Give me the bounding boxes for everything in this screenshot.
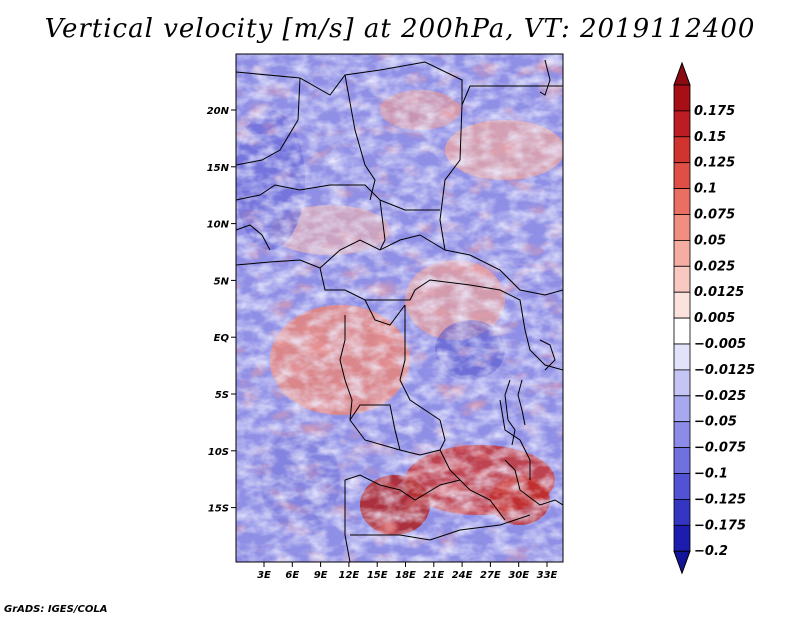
colorbar-swatch (673, 447, 691, 474)
colorbar-swatch (673, 214, 691, 241)
colorbar-label: 0.175 (694, 104, 735, 119)
lon-tick-label: 15E (367, 570, 388, 581)
colorbar-swatch (673, 498, 691, 526)
colorbar-swatch (673, 421, 691, 449)
colorbar-label: 0.075 (694, 208, 735, 223)
lat-tick-label: EQ (214, 333, 230, 344)
colorbar-label: 0.005 (694, 311, 735, 326)
colorbar-label: −0.2 (694, 544, 728, 559)
lon-tick-label: 9E (314, 570, 328, 581)
colorbar-label: −0.075 (694, 441, 746, 456)
lon-tick-label: 3E (257, 570, 271, 581)
lon-tick-label: 27E (480, 570, 501, 581)
lon-tick-label: 12E (339, 570, 360, 581)
country-borders (236, 59, 563, 562)
lat-tick-label: 15S (208, 504, 229, 515)
colorbar-label: 0.05 (694, 233, 726, 248)
colorbar-swatch (673, 84, 691, 112)
colorbar-swatch (673, 473, 691, 500)
colorbar-label: −0.0125 (694, 363, 755, 378)
lat-tick-label: 10N (207, 220, 230, 231)
colorbar-bottom-arrow (673, 550, 691, 575)
lat-tick-label: 20N (207, 106, 230, 117)
colorbar-label: 0.025 (694, 259, 735, 274)
lon-tick-label: 6E (285, 570, 299, 581)
latitude-axis: 20N 15N 10N 5N EQ 5S 10S 15S (207, 106, 236, 515)
colorbar-label: −0.05 (694, 415, 737, 430)
colorbar-swatch (673, 369, 691, 397)
colorbar-label: −0.175 (694, 518, 746, 533)
longitude-axis: 3E 6E 9E 12E 15E 18E 21E 24E 27E 30E 33E (257, 562, 558, 581)
velocity-field (236, 54, 563, 562)
colorbar-swatch (673, 524, 691, 552)
colorbar-top-arrow (673, 61, 691, 86)
colorbar-label: −0.1 (694, 467, 728, 482)
colorbar-swatch (673, 188, 691, 215)
colorbar-label: 0.1 (694, 182, 717, 197)
colorbar-label: 0.125 (694, 156, 735, 171)
lon-tick-label: 18E (395, 570, 416, 581)
footer-credit: GrADS: IGES/COLA (4, 604, 108, 615)
colorbar-swatch (673, 265, 691, 293)
colorbar-swatch (673, 239, 691, 267)
colorbar-swatch (673, 162, 691, 189)
colorbar-swatch (673, 291, 691, 319)
colorbar-label: −0.025 (694, 389, 746, 404)
map-title: Vertical velocity [m/s] at 200hPa, VT: 2… (44, 14, 756, 44)
lat-tick-label: 5N (214, 276, 230, 287)
lon-tick-label: 30E (508, 570, 529, 581)
lat-tick-label: 15N (207, 163, 230, 174)
colorbar-swatch (673, 317, 691, 345)
lon-tick-label: 24E (452, 570, 473, 581)
lat-tick-label: 10S (208, 447, 229, 458)
colorbar-label: −0.005 (694, 337, 746, 352)
map-frame (235, 53, 564, 563)
colorbar-swatch (673, 343, 691, 371)
colorbar-label: −0.125 (694, 492, 746, 507)
colorbar-swatch (673, 395, 691, 423)
colorbar-swatch (673, 136, 691, 164)
colorbar-label: 0.0125 (694, 285, 744, 300)
lat-tick-label: 5S (215, 390, 229, 401)
lon-tick-label: 21E (423, 570, 444, 581)
colorbar-swatch (673, 110, 691, 138)
colorbar: 0.175 0.15 0.125 0.1 0.075 0.05 0.025 0.0125 0.0… (673, 61, 755, 575)
colorbar-label: 0.15 (694, 130, 726, 145)
lon-tick-label: 33E (537, 570, 558, 581)
